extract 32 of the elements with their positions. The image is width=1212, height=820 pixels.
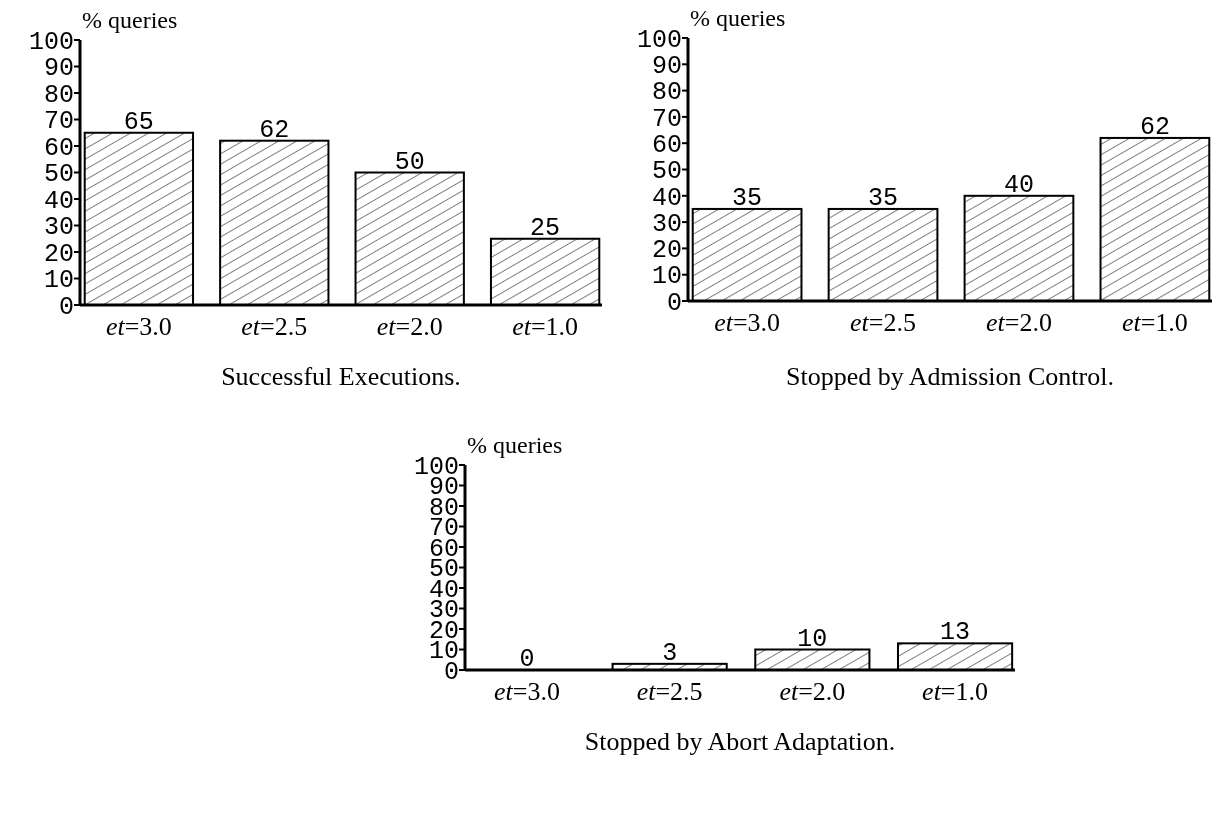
data-label: 35 (732, 183, 763, 213)
x-tick-label: et=2.5 (850, 308, 916, 337)
y-axis-title: % queries (82, 7, 178, 33)
x-tick-label: et=2.0 (376, 312, 443, 341)
data-label: 10 (797, 624, 828, 654)
text: Stopped by Admission Control. (786, 362, 1114, 391)
data-label: 3 (662, 638, 678, 668)
x-tick-label: et=2.5 (241, 312, 308, 341)
x-tick-label: et=2.0 (986, 308, 1052, 337)
x-tick-label: et=1.0 (512, 312, 579, 341)
text: Successful Executions. (221, 362, 461, 391)
x-tick-label: et=3.0 (714, 308, 781, 337)
x-tick-label: et=1.0 (922, 677, 989, 706)
y-axis-title: % queries (690, 5, 786, 31)
x-tick-label: et=1.0 (1121, 308, 1188, 337)
data-label: 35 (868, 183, 899, 213)
y-tick-label: 100 (28, 27, 74, 57)
data-label: 40 (1003, 170, 1034, 200)
x-tick-label: et=3.0 (105, 312, 172, 341)
data-label: 65 (123, 107, 154, 137)
y-axis-title: % queries (467, 432, 563, 458)
x-tick-label: et=2.0 (779, 677, 846, 706)
data-label: 62 (259, 115, 290, 145)
text: Stopped by Abort Adaptation. (584, 727, 896, 756)
x-tick-label: et=3.0 (493, 677, 560, 706)
x-tick-label: et=2.5 (636, 677, 703, 706)
data-label: 62 (1139, 112, 1170, 142)
data-label: 0 (519, 645, 535, 674)
data-label: 25 (530, 213, 561, 243)
data-label: 13 (940, 618, 971, 648)
data-label: 50 (394, 147, 425, 177)
y-tick-label: 100 (636, 25, 682, 55)
